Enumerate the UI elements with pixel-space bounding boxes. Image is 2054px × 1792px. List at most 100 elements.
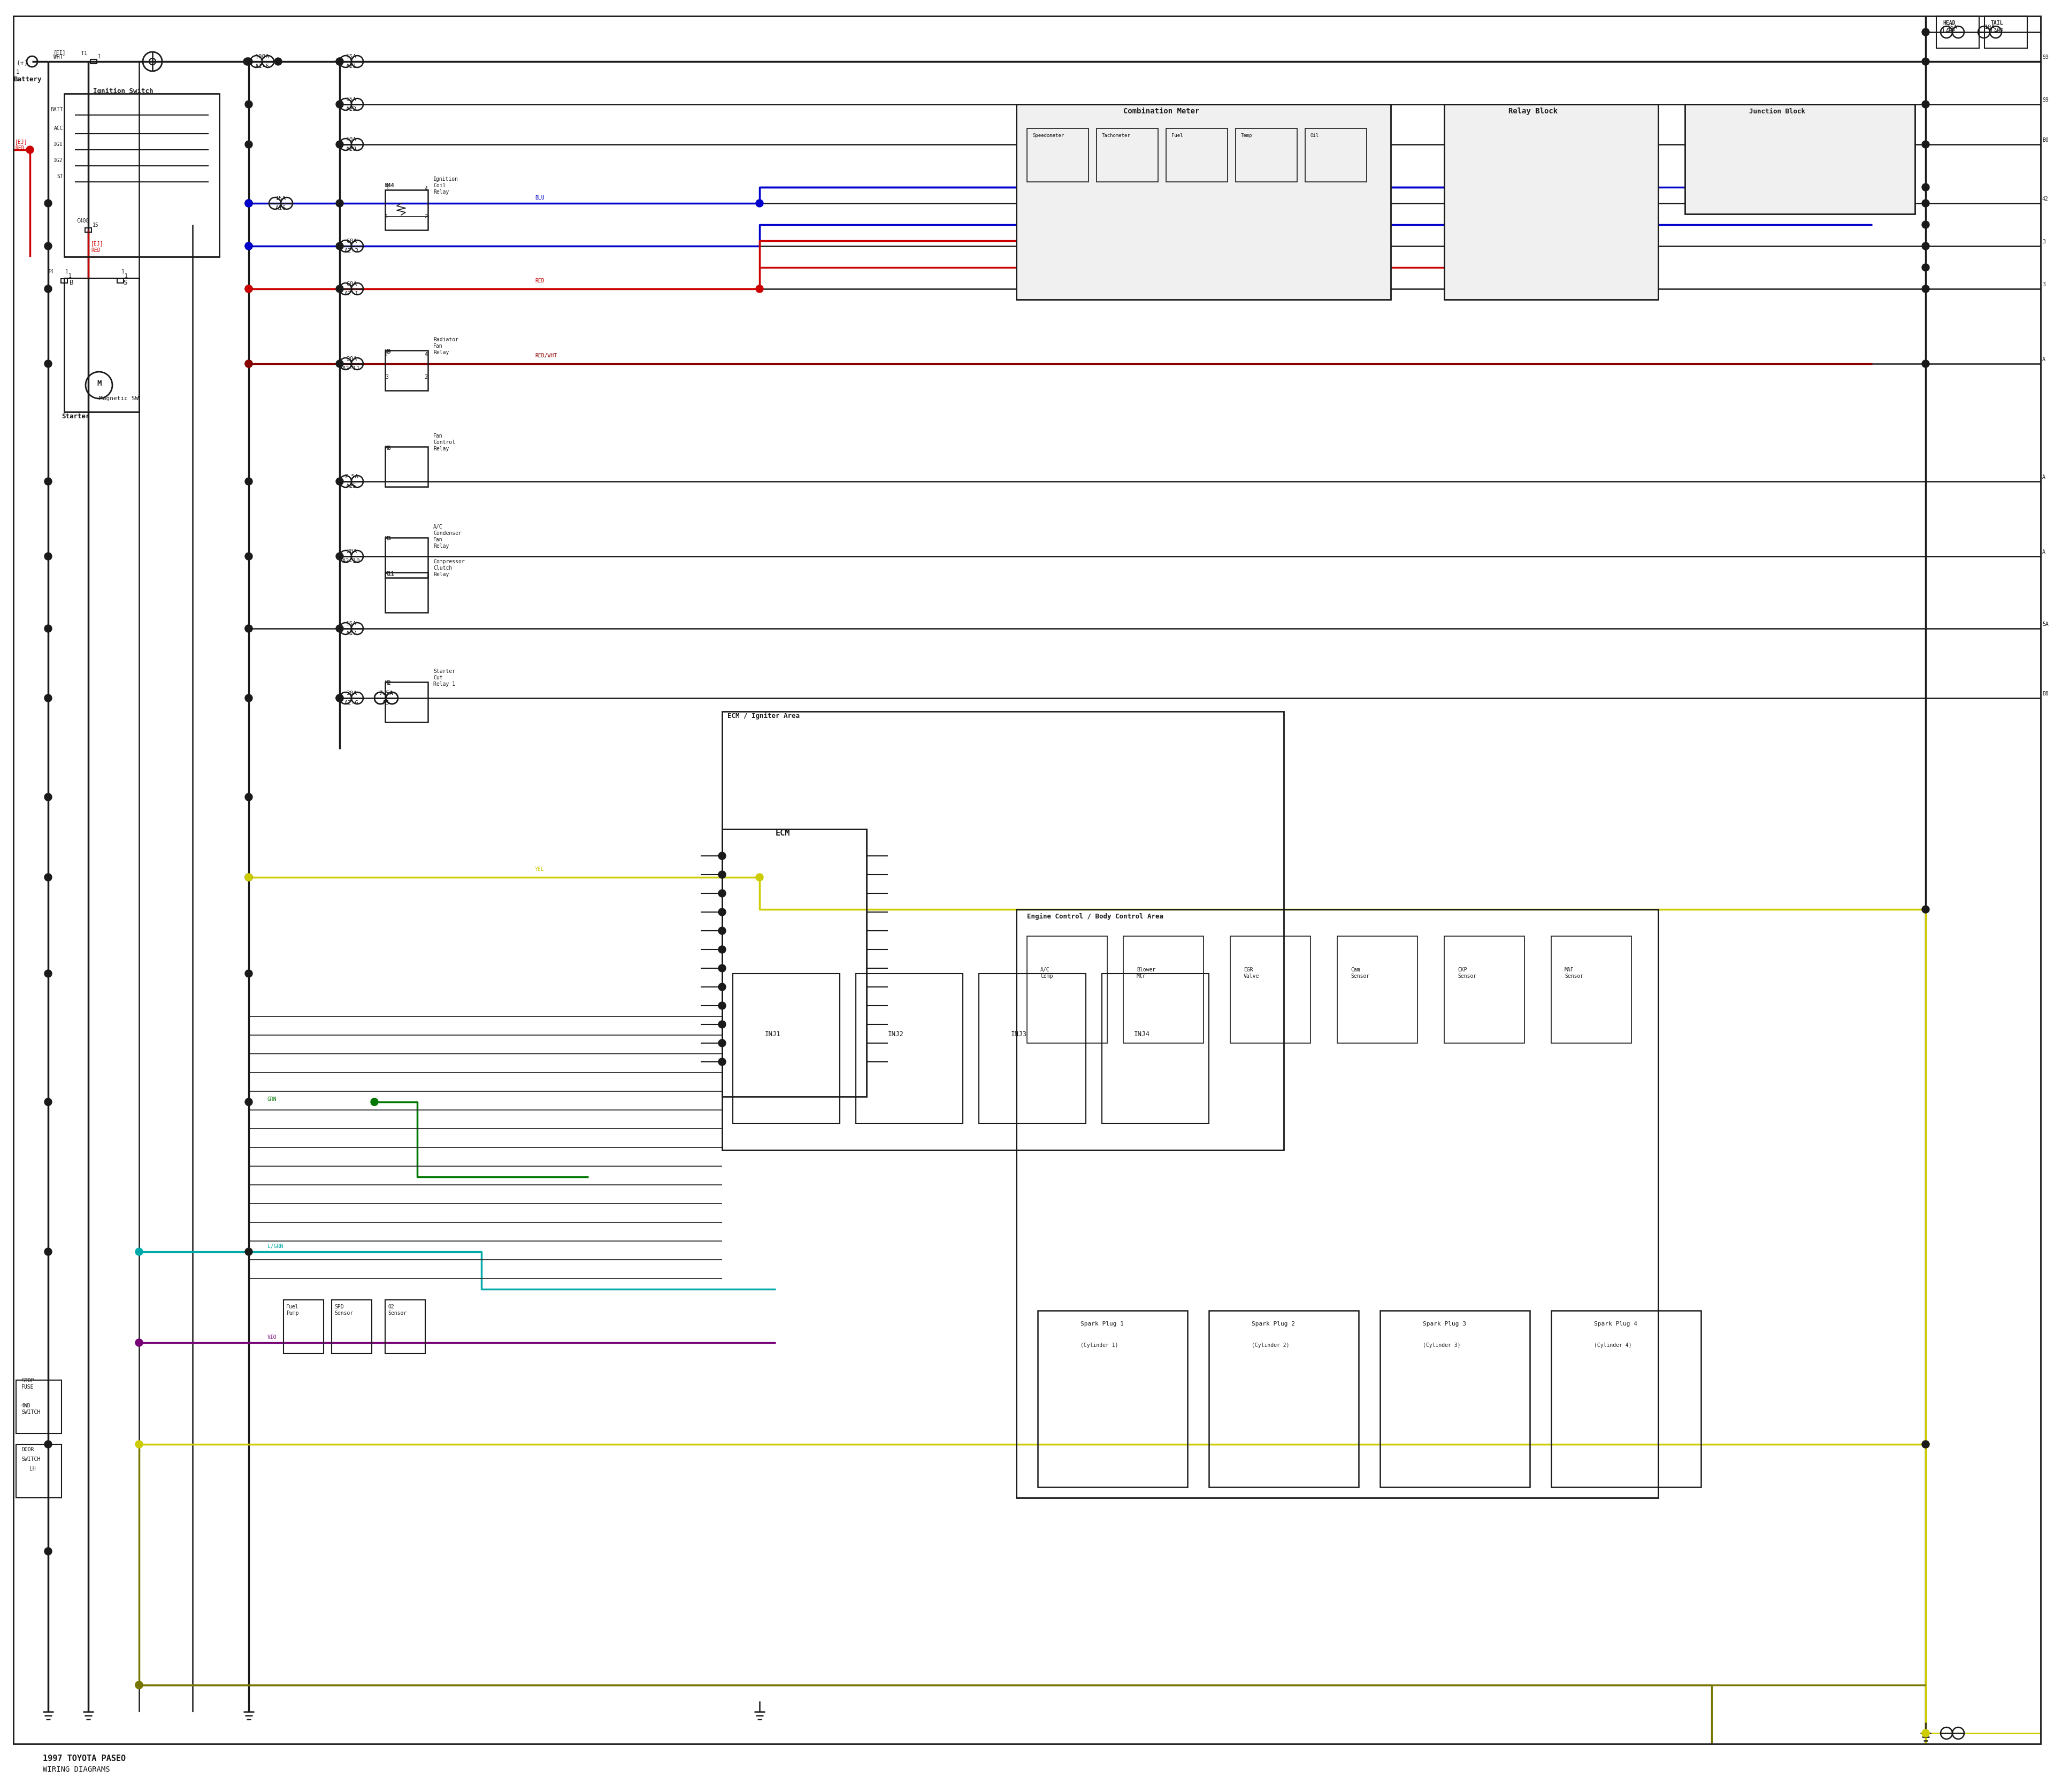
Circle shape — [719, 909, 725, 916]
Text: Condenser: Condenser — [433, 530, 462, 536]
Text: M3: M3 — [386, 536, 392, 541]
Circle shape — [136, 1247, 144, 1256]
Text: A: A — [2042, 475, 2046, 480]
Text: A/C: A/C — [433, 525, 444, 530]
Text: 1: 1 — [386, 213, 388, 219]
Text: C408: C408 — [76, 219, 88, 224]
Circle shape — [244, 552, 253, 561]
Text: 15A: 15A — [345, 54, 357, 59]
Circle shape — [136, 1681, 144, 1688]
Text: Ignition Switch: Ignition Switch — [92, 88, 154, 95]
Text: Ignition: Ignition — [433, 177, 458, 181]
Circle shape — [45, 794, 51, 801]
Bar — [1037, 1310, 1187, 1487]
Bar — [1101, 973, 1210, 1124]
Text: 100A: 100A — [255, 54, 269, 59]
Text: 1: 1 — [68, 274, 72, 280]
Text: Radiator: Radiator — [433, 337, 458, 342]
Bar — [1210, 1310, 1358, 1487]
Text: [EJ]: [EJ] — [14, 140, 27, 145]
Bar — [84, 228, 92, 233]
Text: 2: 2 — [425, 375, 427, 380]
Text: 15: 15 — [92, 222, 99, 228]
Text: 3: 3 — [386, 375, 388, 380]
Circle shape — [244, 360, 253, 367]
Bar — [1017, 909, 1658, 1498]
Circle shape — [1923, 1441, 1929, 1448]
Bar — [16, 1380, 62, 1434]
Circle shape — [337, 625, 343, 633]
Circle shape — [244, 873, 253, 882]
Text: A29: A29 — [345, 147, 357, 152]
Text: LAMP: LAMP — [1943, 29, 1955, 34]
Text: M9: M9 — [386, 349, 392, 355]
Circle shape — [244, 242, 253, 249]
Bar — [1230, 935, 1310, 1043]
Circle shape — [756, 285, 764, 292]
Text: INJ2: INJ2 — [887, 1030, 904, 1038]
Circle shape — [242, 57, 251, 65]
Text: 1997 TOYOTA PASEO: 1997 TOYOTA PASEO — [43, 1754, 125, 1763]
Circle shape — [337, 57, 343, 65]
Text: S9: S9 — [2042, 97, 2048, 102]
Text: DOOR: DOOR — [21, 1446, 35, 1452]
Text: RED: RED — [534, 278, 544, 283]
Text: LH: LH — [29, 1466, 35, 1471]
Text: M44: M44 — [386, 183, 394, 188]
Text: 15A: 15A — [345, 622, 357, 627]
Circle shape — [337, 478, 343, 486]
Bar — [1304, 129, 1366, 181]
Circle shape — [244, 100, 253, 108]
Circle shape — [337, 100, 343, 108]
Circle shape — [244, 794, 253, 801]
Text: Fuel
Pump: Fuel Pump — [286, 1305, 298, 1315]
Text: (Cylinder 4): (Cylinder 4) — [1594, 1342, 1631, 1348]
Bar — [1124, 935, 1204, 1043]
Circle shape — [756, 873, 764, 882]
Text: A/C
Comp: A/C Comp — [1041, 968, 1054, 978]
Text: GRN: GRN — [267, 1097, 277, 1102]
Text: EGR
Valve: EGR Valve — [1243, 968, 1259, 978]
Text: Junction Block: Junction Block — [1750, 108, 1805, 115]
Text: A22: A22 — [345, 106, 357, 111]
Text: B0: B0 — [2042, 138, 2048, 143]
Text: T1: T1 — [80, 50, 88, 56]
Circle shape — [45, 1098, 51, 1106]
Bar — [1097, 129, 1158, 181]
Text: Fan: Fan — [433, 434, 444, 439]
Bar — [1237, 129, 1298, 181]
Text: A25: A25 — [345, 484, 357, 489]
Bar — [1444, 104, 1658, 299]
Text: 7.5A: 7.5A — [380, 690, 394, 695]
Circle shape — [1923, 199, 1929, 208]
Text: 2: 2 — [425, 213, 427, 219]
Circle shape — [244, 285, 253, 292]
Text: Relay Block: Relay Block — [1508, 108, 1557, 115]
Circle shape — [1923, 1729, 1929, 1736]
Circle shape — [244, 1098, 253, 1106]
Circle shape — [244, 873, 253, 882]
Bar — [1684, 104, 1914, 213]
Circle shape — [719, 926, 725, 934]
Circle shape — [45, 873, 51, 882]
Circle shape — [1923, 285, 1929, 292]
Circle shape — [337, 242, 343, 249]
Text: Fan: Fan — [433, 344, 444, 349]
Circle shape — [244, 1247, 253, 1256]
Circle shape — [1923, 1441, 1929, 1448]
Text: 15A: 15A — [275, 195, 286, 201]
Text: 7.5A: 7.5A — [345, 473, 359, 478]
Text: SWITCH: SWITCH — [21, 1457, 41, 1462]
Circle shape — [1923, 242, 1929, 249]
Text: A: A — [2042, 357, 2046, 362]
Text: IG2: IG2 — [53, 158, 64, 163]
Circle shape — [45, 969, 51, 977]
Circle shape — [1923, 57, 1929, 65]
Text: Battery: Battery — [14, 75, 41, 82]
Text: Tachometer: Tachometer — [1101, 133, 1130, 138]
Text: RED/WHT: RED/WHT — [534, 353, 557, 358]
Text: L/GRN: L/GRN — [267, 1244, 283, 1249]
Text: 15A: 15A — [345, 97, 357, 102]
Circle shape — [719, 1021, 725, 1029]
Text: 3: 3 — [2042, 238, 2046, 244]
